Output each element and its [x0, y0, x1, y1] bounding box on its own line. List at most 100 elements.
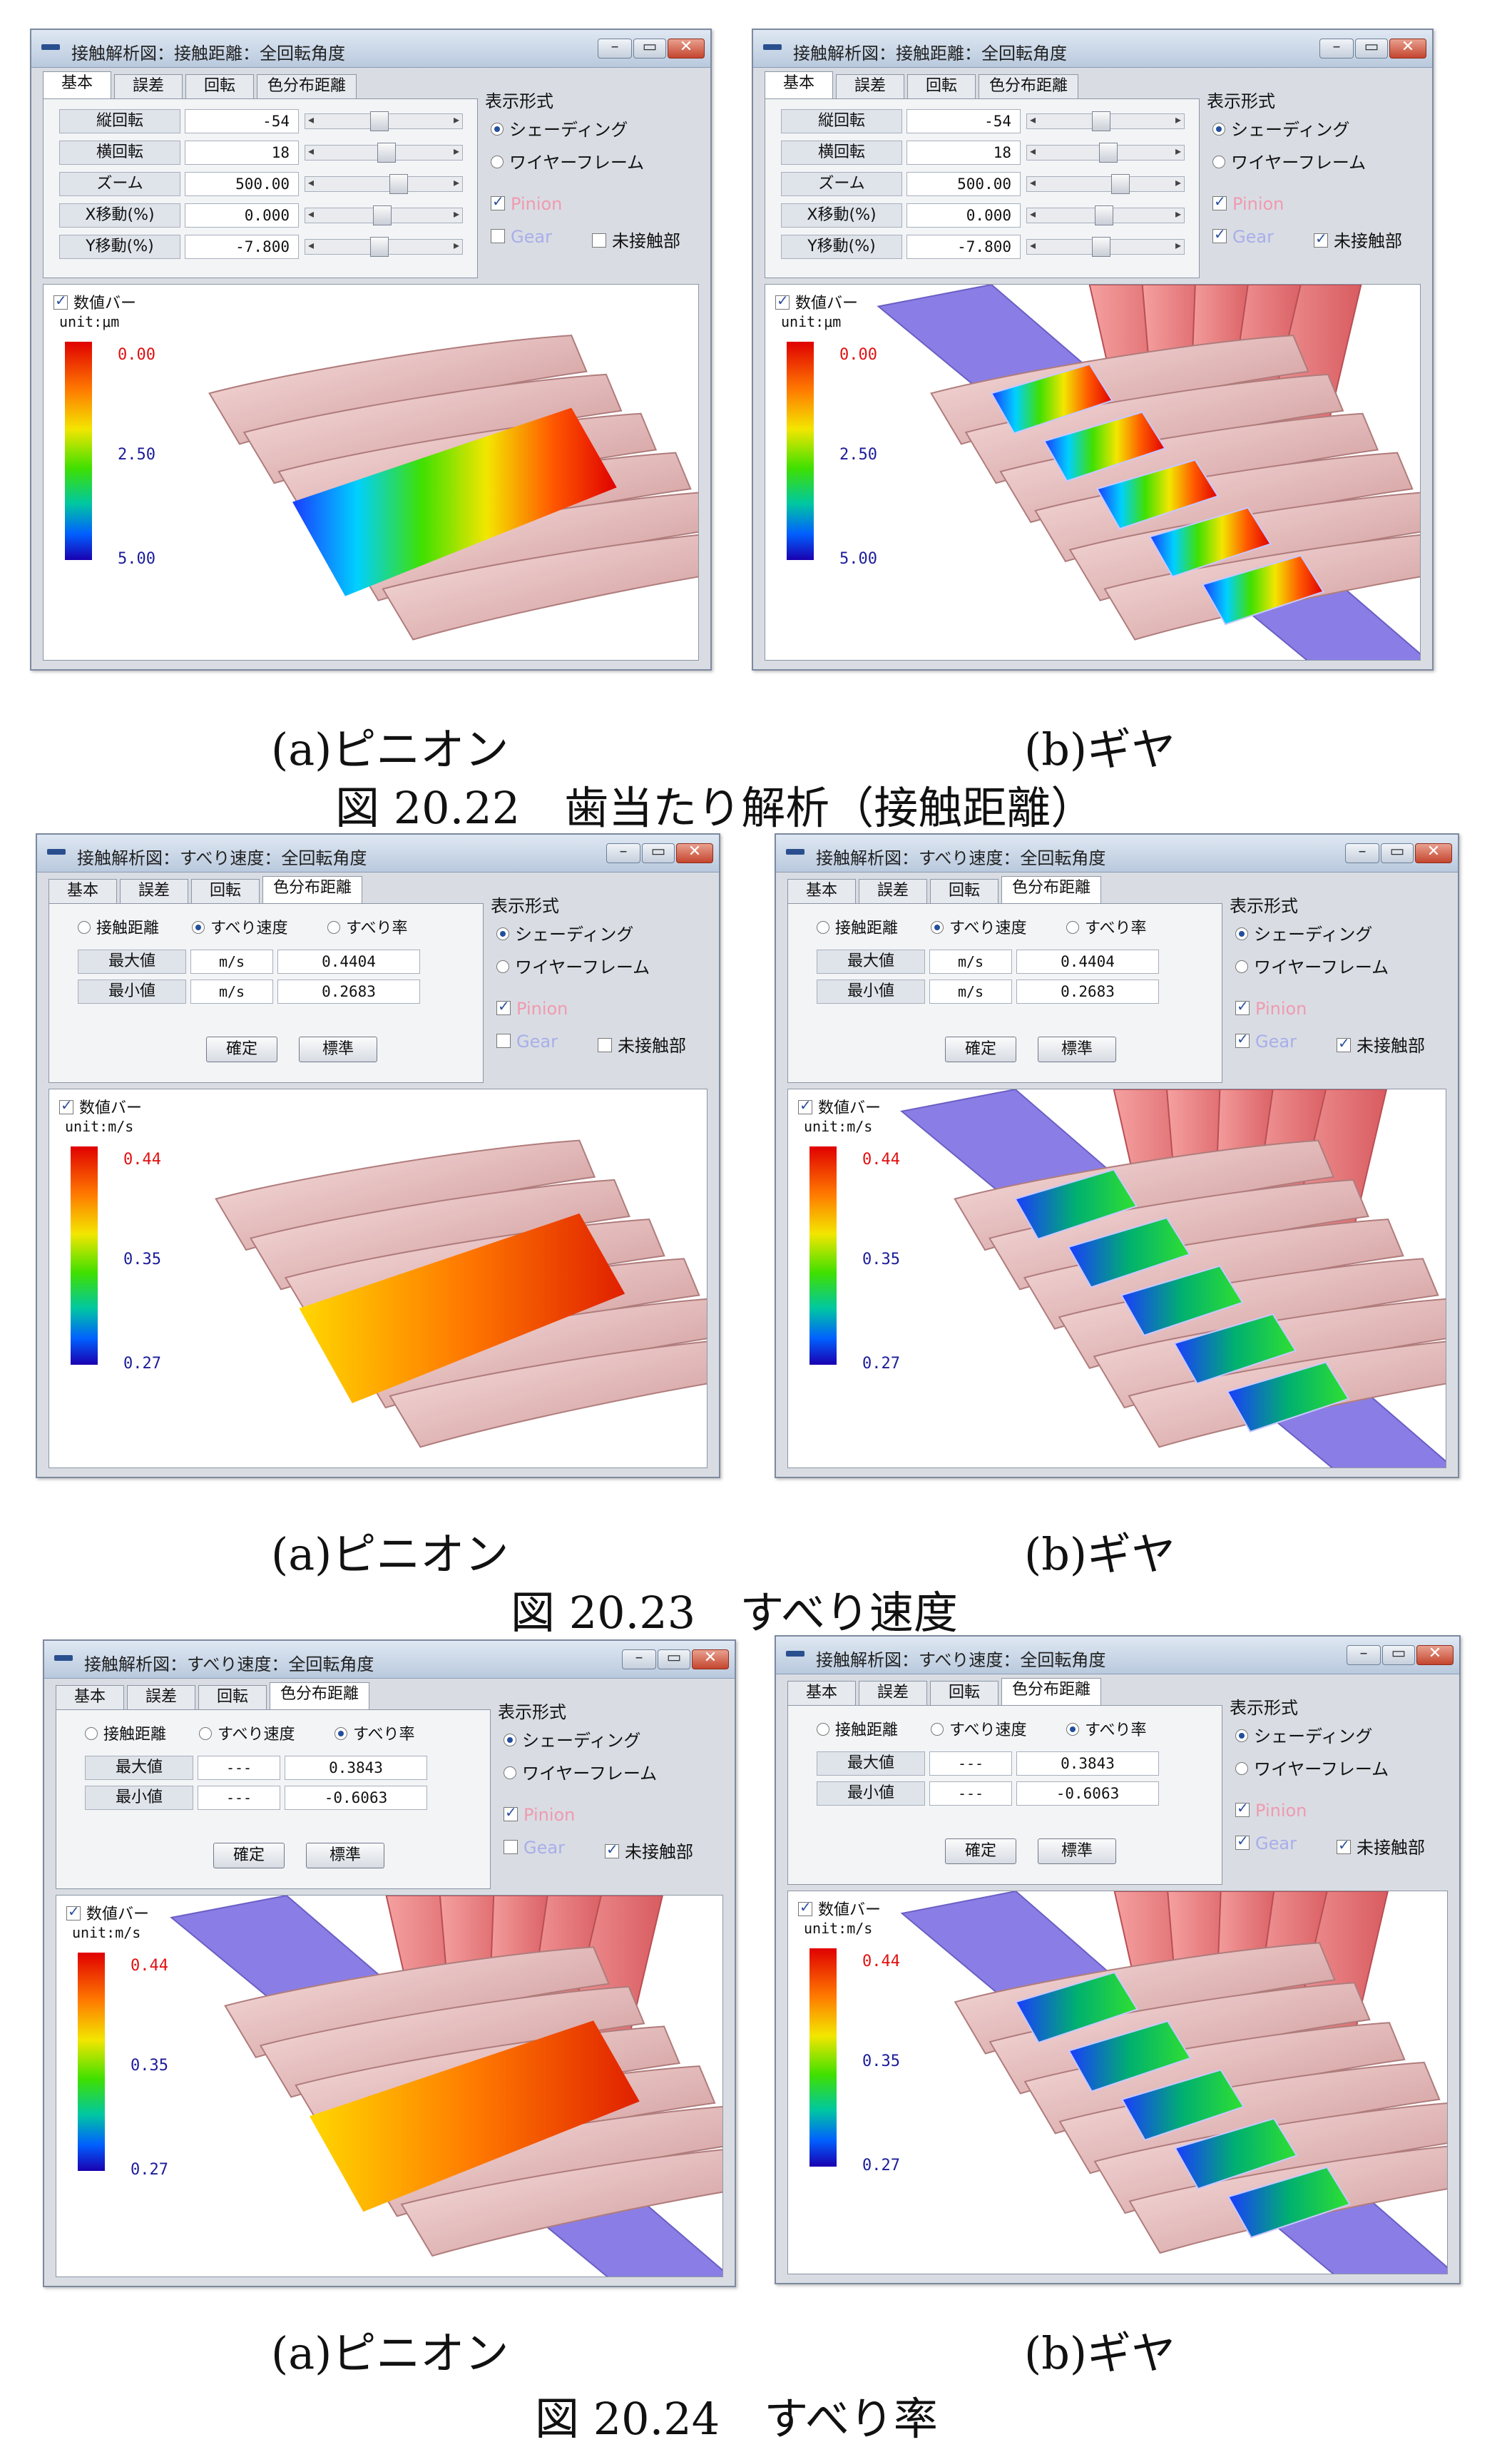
- checkbox-icon[interactable]: [59, 1097, 73, 1114]
- metric-radio[interactable]: すべり速度: [199, 1721, 295, 1744]
- noncontact-checkbox[interactable]: 未接触部: [598, 1032, 686, 1057]
- tab-color-distribution[interactable]: 色分布距離: [262, 876, 362, 903]
- metric-radio[interactable]: すべり率: [327, 915, 407, 938]
- slider-left-arrow-icon[interactable]: ◂: [1030, 238, 1036, 252]
- metric-radio[interactable]: 接触距離: [817, 1717, 898, 1740]
- confirm-button[interactable]: 確定: [945, 1037, 1016, 1062]
- parameter-slider[interactable]: ◂ ▸: [305, 111, 463, 131]
- parameter-input[interactable]: 18: [906, 141, 1021, 165]
- parameter-slider[interactable]: ◂ ▸: [305, 205, 463, 225]
- noncontact-checkbox[interactable]: 未接触部: [1337, 1032, 1425, 1057]
- close-button[interactable]: ✕: [1416, 1644, 1454, 1665]
- title-bar[interactable]: 接触解析図：すべり速度：全回転角度 – ▭ ✕: [776, 835, 1458, 873]
- minimize-button[interactable]: –: [622, 1649, 656, 1669]
- parameter-slider[interactable]: ◂ ▸: [1026, 111, 1185, 131]
- slider-right-arrow-icon[interactable]: ▸: [1175, 238, 1181, 252]
- title-bar[interactable]: 接触解析図：すべり速度：全回転角度 – ▭ ✕: [44, 1641, 735, 1679]
- noncontact-checkbox[interactable]: 未接触部: [1314, 227, 1402, 252]
- metric-radio[interactable]: 接触距離: [78, 915, 159, 938]
- checkbox-icon[interactable]: [775, 292, 790, 310]
- slider-thumb[interactable]: [1095, 205, 1113, 225]
- radio-dot-icon[interactable]: [1235, 1729, 1248, 1742]
- slider-thumb[interactable]: [1092, 237, 1111, 257]
- wireframe-radio[interactable]: ワイヤーフレーム: [1235, 1755, 1389, 1780]
- checkbox-icon[interactable]: [1235, 1799, 1250, 1817]
- colorbar-toggle[interactable]: 数値バー: [798, 1095, 881, 1118]
- wireframe-radio[interactable]: ワイヤーフレーム: [1235, 953, 1389, 978]
- tab-basic[interactable]: 基本: [43, 71, 111, 98]
- radio-dot-icon[interactable]: [931, 1723, 944, 1736]
- slider-thumb[interactable]: [389, 174, 408, 194]
- tab-rotation[interactable]: 回転: [907, 74, 976, 98]
- maximize-button[interactable]: ▭: [1355, 38, 1388, 58]
- confirm-button[interactable]: 確定: [213, 1843, 285, 1868]
- radio-dot-icon[interactable]: [1235, 960, 1248, 973]
- tab-error[interactable]: 誤差: [114, 74, 183, 98]
- radio-dot-icon[interactable]: [334, 1727, 347, 1740]
- tab-rotation[interactable]: 回転: [191, 879, 260, 903]
- slider-left-arrow-icon[interactable]: ◂: [1030, 175, 1036, 189]
- checkbox-icon[interactable]: [592, 233, 606, 248]
- parameter-input[interactable]: 0.000: [185, 203, 299, 228]
- slider-right-arrow-icon[interactable]: ▸: [1175, 144, 1181, 158]
- tab-rotation[interactable]: 回転: [198, 1685, 267, 1709]
- title-bar[interactable]: 接触解析図：接触距離：全回転角度 – ▭ ✕: [31, 30, 710, 68]
- minimize-button[interactable]: –: [1347, 1644, 1381, 1665]
- range-value-input[interactable]: -0.6063: [1016, 1781, 1159, 1806]
- colorbar-toggle[interactable]: 数値バー: [66, 1901, 149, 1924]
- slider-right-arrow-icon[interactable]: ▸: [453, 207, 459, 220]
- parameter-slider[interactable]: ◂ ▸: [305, 143, 463, 163]
- tab-error[interactable]: 誤差: [120, 879, 188, 903]
- slider-left-arrow-icon[interactable]: ◂: [1030, 207, 1036, 220]
- pinion-checkbox[interactable]: Pinion: [1235, 997, 1307, 1019]
- range-value-input[interactable]: 0.3843: [1016, 1751, 1159, 1776]
- gear-checkbox[interactable]: Gear: [1212, 225, 1274, 247]
- wireframe-radio[interactable]: ワイヤーフレーム: [504, 1759, 657, 1784]
- default-button[interactable]: 標準: [299, 1037, 377, 1062]
- parameter-input[interactable]: -7.800: [185, 235, 299, 259]
- close-button[interactable]: ✕: [676, 843, 713, 863]
- checkbox-icon[interactable]: [1235, 1030, 1250, 1048]
- parameter-input[interactable]: -7.800: [906, 235, 1021, 259]
- gear-checkbox[interactable]: Gear: [491, 227, 552, 247]
- wireframe-radio[interactable]: ワイヤーフレーム: [491, 148, 644, 173]
- slider-thumb[interactable]: [377, 143, 396, 163]
- metric-radio[interactable]: すべり速度: [192, 915, 287, 938]
- pinion-checkbox[interactable]: Pinion: [1235, 1799, 1307, 1821]
- radio-dot-icon[interactable]: [1212, 123, 1225, 136]
- checkbox-icon[interactable]: [798, 1898, 812, 1916]
- radio-dot-icon[interactable]: [327, 921, 340, 934]
- pinion-checkbox[interactable]: Pinion: [491, 193, 562, 214]
- radio-dot-icon[interactable]: [491, 123, 504, 136]
- checkbox-icon[interactable]: [798, 1097, 812, 1114]
- slider-thumb[interactable]: [370, 237, 389, 257]
- metric-radio[interactable]: 接触距離: [817, 915, 898, 938]
- parameter-input[interactable]: 18: [185, 141, 299, 165]
- radio-dot-icon[interactable]: [78, 921, 91, 934]
- slider-right-arrow-icon[interactable]: ▸: [1175, 175, 1181, 189]
- title-bar[interactable]: 接触解析図：すべり速度：全回転角度 – ▭ ✕: [776, 1637, 1459, 1674]
- radio-dot-icon[interactable]: [199, 1727, 212, 1740]
- pinion-checkbox[interactable]: Pinion: [496, 997, 568, 1019]
- minimize-button[interactable]: –: [1345, 843, 1379, 863]
- range-value-input[interactable]: -0.6063: [285, 1786, 427, 1810]
- colorbar-toggle[interactable]: 数値バー: [59, 1095, 142, 1118]
- maximize-button[interactable]: ▭: [1382, 1644, 1415, 1665]
- metric-radio[interactable]: すべり速度: [931, 915, 1026, 938]
- radio-dot-icon[interactable]: [1066, 1723, 1079, 1736]
- gear-checkbox[interactable]: Gear: [496, 1032, 558, 1052]
- parameter-slider[interactable]: ◂ ▸: [305, 174, 463, 194]
- noncontact-checkbox[interactable]: 未接触部: [1337, 1833, 1425, 1858]
- tab-rotation[interactable]: 回転: [185, 74, 254, 98]
- checkbox-icon[interactable]: [1337, 1034, 1351, 1052]
- default-button[interactable]: 標準: [1038, 1838, 1116, 1864]
- colorbar-toggle[interactable]: 数値バー: [798, 1897, 881, 1920]
- slider-right-arrow-icon[interactable]: ▸: [1175, 113, 1181, 126]
- tab-rotation[interactable]: 回転: [930, 1681, 998, 1705]
- radio-dot-icon[interactable]: [504, 1734, 516, 1746]
- checkbox-icon[interactable]: [504, 1804, 518, 1821]
- gear-checkbox[interactable]: Gear: [1235, 1832, 1297, 1853]
- tab-basic[interactable]: 基本: [48, 879, 117, 903]
